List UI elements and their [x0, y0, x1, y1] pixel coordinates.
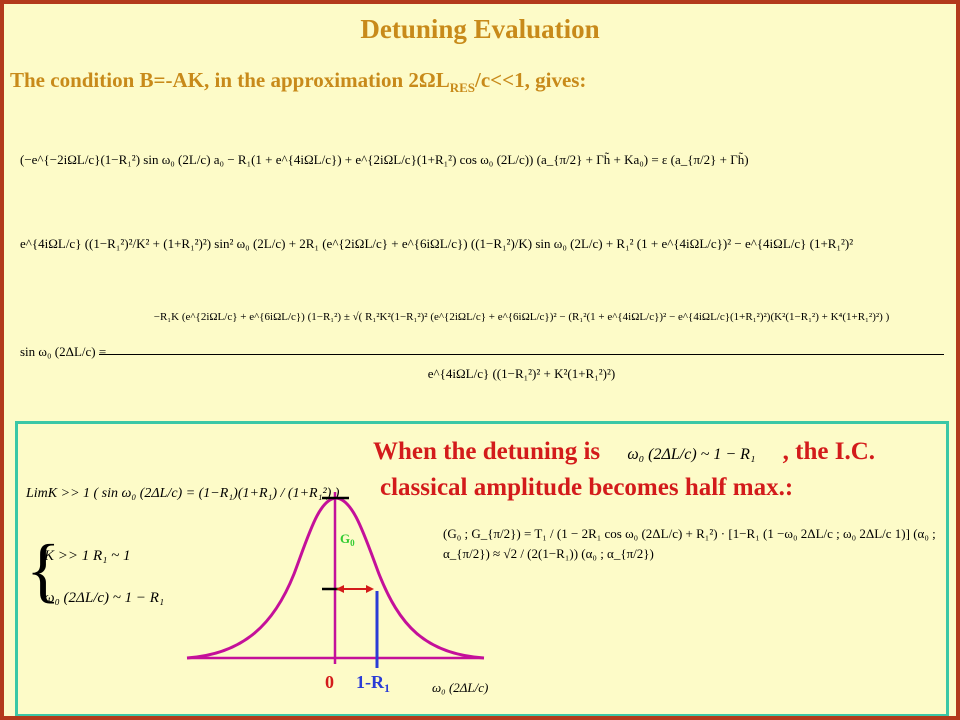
- arrow-head-right: [366, 585, 374, 593]
- left-brace-icon: {: [26, 530, 61, 610]
- equation-1: (−e^{−2iΩL/c}(1−R₁²) sin ω₀ (2L/c) a₀ − …: [20, 152, 935, 168]
- arrow-head-left: [336, 585, 344, 593]
- brace-line-1: K >> 1 R₁ ~ 1: [44, 548, 131, 564]
- subtitle-subscript: RES: [449, 80, 476, 96]
- headline-pre: When the detuning is: [373, 438, 601, 465]
- detuning-condition-formula: ω₀ (2ΔL/c) ~ 1 − R₁: [627, 446, 756, 463]
- slide-subtitle: The condition B=-AK, in the approximatio…: [10, 68, 586, 96]
- panel-headline-line-2: classical amplitude becomes half max.:: [380, 474, 794, 501]
- equation-3-numerator: −R₁K (e^{2iΩL/c} + e^{6iΩL/c}) (1−R₁²) ±…: [99, 310, 944, 324]
- matrix-formula-text: (G₀ ; G_{π/2}) = T₁ / (1 − 2R₁ cos ω₀ (2…: [443, 526, 936, 561]
- brace-line-2: ω₀ (2ΔL/c) ~ 1 − R₁: [44, 590, 165, 606]
- equation-3-fraction-bar: [99, 354, 944, 355]
- subtitle-text: The condition B=-AK, in the approximatio…: [10, 68, 450, 92]
- equation-2-text: e^{4iΩL/c} ((1−R₁²)²/K² + (1+R₁²)²) sin²…: [20, 236, 854, 251]
- headline-post: , the I.C.: [782, 438, 875, 465]
- panel-headline-line-1: When the detuning is ω₀ (2ΔL/c) ~ 1 − R₁…: [373, 438, 875, 466]
- marker-label: 1-R1: [356, 672, 390, 695]
- lineshape-plot: G0 0 1-R1 ω₀ (2ΔL/c): [186, 492, 488, 695]
- equation-2: e^{4iΩL/c} ((1−R₁²)²/K² + (1+R₁²)²) sin²…: [20, 236, 935, 252]
- equation-1-text: (−e^{−2iΩL/c}(1−R₁²) sin ω₀ (2L/c) a₀ − …: [20, 152, 749, 167]
- x-axis-label: ω₀ (2ΔL/c): [432, 680, 488, 695]
- brace-system: { K >> 1 R₁ ~ 1 ω₀ (2ΔL/c) ~ 1 − R₁: [26, 534, 176, 622]
- detuning-panel: When the detuning is ω₀ (2ΔL/c) ~ 1 − R₁…: [15, 421, 949, 716]
- peak-label: G0: [340, 531, 355, 548]
- equation-3-numerator-text: −R₁K (e^{2iΩL/c} + e^{6iΩL/c}) (1−R₁²) ±…: [153, 311, 890, 323]
- matrix-formula: (G₀ ; G_{π/2}) = T₁ / (1 − 2R₁ cos ω₀ (2…: [443, 524, 943, 563]
- origin-label: 0: [325, 672, 334, 692]
- slide-title: Detuning Evaluation: [360, 14, 600, 44]
- subtitle-text-end: /c<<1, gives:: [475, 68, 587, 92]
- equation-3-denominator-text: e^{4iΩL/c} ((1−R₁²)² + K²(1+R₁²)²): [427, 366, 616, 381]
- limk-formula: LimK >> 1 ( sin ω₀ (2ΔL/c) = (1−R₁)(1+R₁…: [26, 486, 340, 501]
- equation-3-denominator: e^{4iΩL/c} ((1−R₁²)² + K²(1+R₁²)²): [99, 366, 944, 382]
- equation-3-lhs: sin ω₀ (2ΔL/c) =: [20, 344, 107, 359]
